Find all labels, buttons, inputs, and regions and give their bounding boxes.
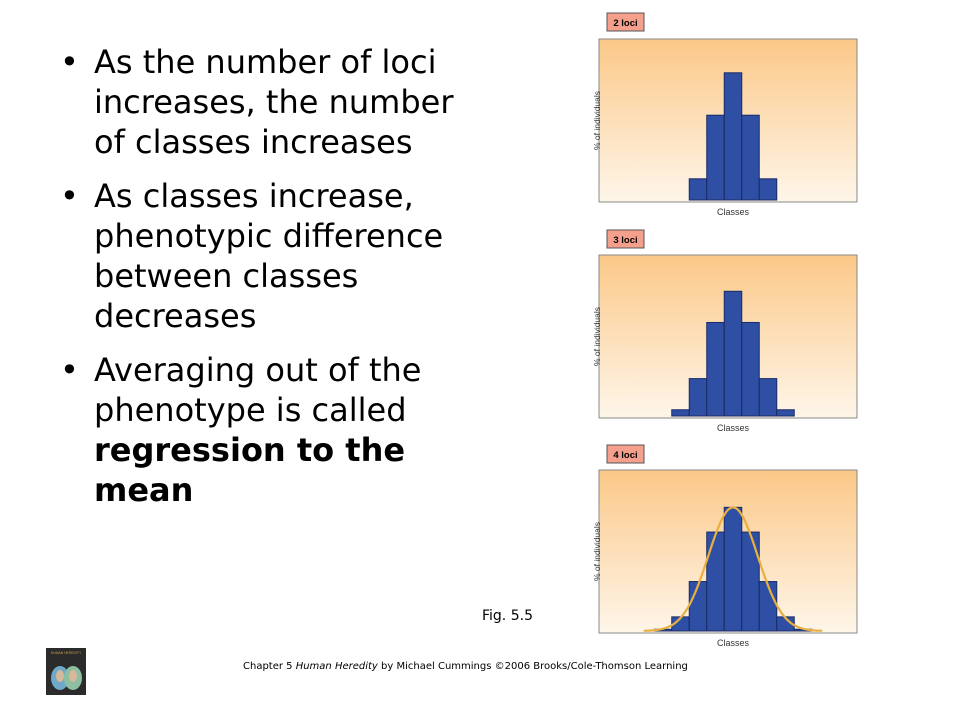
bullet-item: • As classes increase, phenotypic differe… <box>58 176 478 336</box>
footer-book-title: Human Heredity <box>295 661 378 672</box>
bullet-list: • As the number of loci increases, the nu… <box>58 42 478 524</box>
footer-prefix: Chapter 5 <box>243 661 296 672</box>
panel-tag-box <box>606 229 645 249</box>
histogram-bar <box>741 321 760 417</box>
histogram-bar <box>671 409 690 417</box>
bullet-dot: • <box>60 177 79 215</box>
chart-panel: 2 loci % of individuals Classes <box>592 12 858 217</box>
histogram-bar <box>706 321 725 417</box>
panel-tag: 2 loci <box>606 12 645 32</box>
bullet-text: Averaging out of the phenotype is called <box>94 351 422 429</box>
panel-tag-box <box>606 12 645 32</box>
bullet-text: As classes increase, phenotypic differen… <box>94 177 444 335</box>
normal-curve <box>643 506 823 632</box>
histogram-bar <box>758 581 778 632</box>
bullet-item: • Averaging out of the phenotype is calle… <box>58 350 478 510</box>
panel-tag-box <box>606 444 645 464</box>
footer-suffix: by Michael Cummings ©2006 Brooks/Cole-Th… <box>377 661 688 672</box>
histogram-bar <box>688 581 708 632</box>
bullet-bold-term: regression to the mean <box>94 431 406 509</box>
bullet-item: • As the number of loci increases, the nu… <box>58 42 478 162</box>
histogram-bar <box>706 531 725 632</box>
histogram-bar <box>723 290 743 417</box>
histogram-bar <box>776 409 795 417</box>
bullet-dot: • <box>60 351 79 389</box>
histogram-bar <box>741 531 760 632</box>
histogram-bar <box>758 178 778 201</box>
histogram-bar <box>741 114 760 201</box>
y-axis-label: % of individuals <box>592 91 602 150</box>
bullet-dot: • <box>60 43 79 81</box>
histogram-bar <box>706 114 725 201</box>
histogram-bar <box>723 72 743 201</box>
histogram-bar <box>688 378 708 417</box>
x-axis-label: Classes <box>717 207 750 217</box>
book-cover-title: HUMAN HEREDITY <box>51 651 82 655</box>
panel-tag: 3 loci <box>606 229 645 249</box>
footer-citation: Chapter 5 Human Heredity by Michael Cumm… <box>243 661 688 672</box>
panel-tag-label: 4 loci <box>613 450 637 461</box>
x-axis-label: Classes <box>717 638 750 648</box>
histogram-bar <box>688 178 708 201</box>
panel-tag: 4 loci <box>606 444 645 464</box>
figure-label: Fig. 5.5 <box>482 608 533 624</box>
y-axis-label: % of individuals <box>592 522 602 581</box>
bullet-text: As the number of loci increases, the num… <box>94 43 454 161</box>
y-axis-label: % of individuals <box>592 307 602 366</box>
panel-tag-label: 3 loci <box>613 235 637 246</box>
chart-panel: 4 loci % of individuals Classes <box>592 444 858 648</box>
chart-panel: 3 loci % of individuals Classes <box>592 229 858 433</box>
panel-tag-label: 2 loci <box>613 18 637 29</box>
book-cover-icon: HUMAN HEREDITY <box>46 648 86 695</box>
histogram-bar <box>758 378 778 417</box>
x-axis-label: Classes <box>717 423 750 433</box>
histogram-bar <box>723 506 743 632</box>
